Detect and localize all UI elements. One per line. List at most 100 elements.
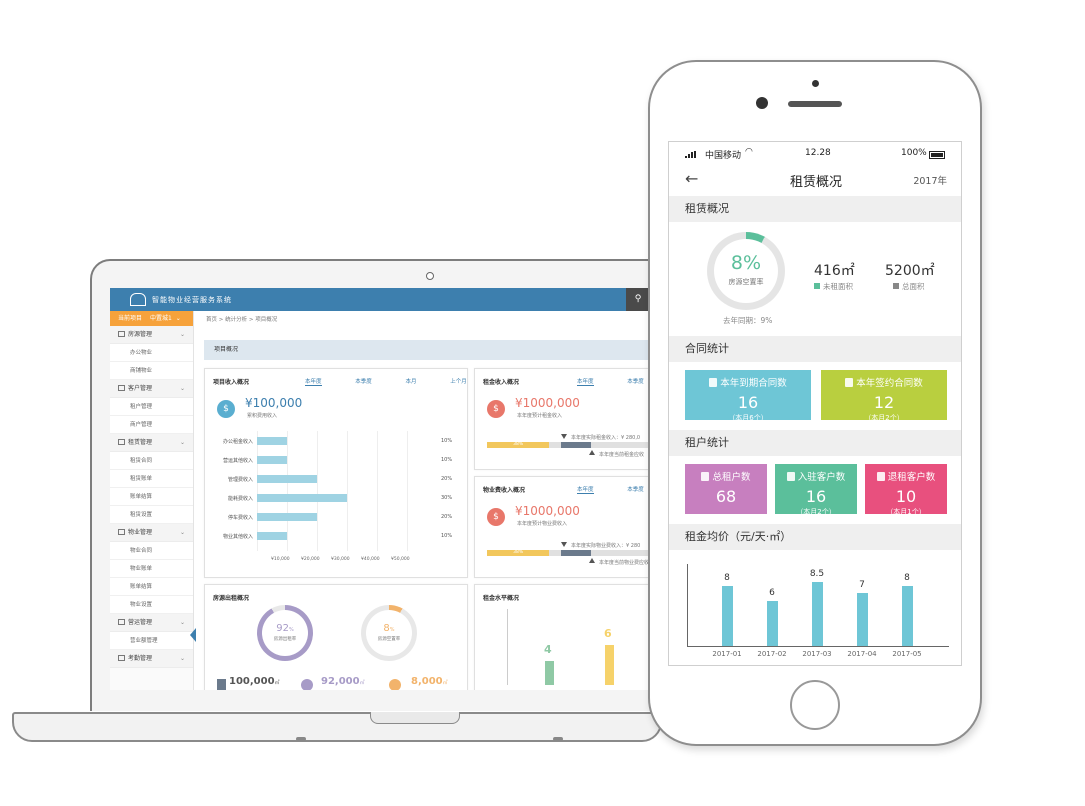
sidebar-group-label: 营运管理 <box>128 619 153 626</box>
sidebar-item[interactable]: 物业账单 <box>110 560 193 578</box>
x-tick-label: ¥10,000 <box>271 557 290 562</box>
signed-contracts-value: 12 <box>873 393 895 412</box>
dollar-coin-icon: $ <box>217 400 235 418</box>
sidebar-group-label: 物业管理 <box>128 529 153 536</box>
rent-level-value-2: 6 <box>604 627 612 640</box>
vacancy-title: 房源出租概况 <box>213 595 250 602</box>
moved-out-tile[interactable]: 退租客户数 10 （本月1个） <box>865 464 947 516</box>
x-tick-label: ¥50,000 <box>391 557 410 562</box>
sidebar-item[interactable]: 租户管理 <box>110 398 193 416</box>
sidebar-group[interactable]: 房源管理 ⌄ <box>110 326 193 344</box>
sidebar-group[interactable]: 考勤管理 ⌄ <box>110 650 193 668</box>
signal-icon <box>685 151 699 158</box>
income-bar <box>257 532 287 540</box>
rent-income-card: 租金收入概况 本年度 本季度 $ ¥1000,000 本年度预计租金收入 本年度… <box>474 368 650 470</box>
lease-section-title: 租赁概况 <box>669 196 961 222</box>
sidebar-item[interactable]: 租赁设置 <box>110 506 193 524</box>
total-tenants-tile[interactable]: 总租户数 68 <box>685 464 767 514</box>
tab-last-month[interactable]: 上个月 <box>450 379 467 385</box>
document-icon <box>709 378 718 387</box>
tab-year[interactable]: 本年度 <box>305 379 322 386</box>
sidebar-group[interactable]: 租赁管理 ⌄ <box>110 434 193 452</box>
moved-in-tile[interactable]: 入驻客户数 16 （本月2个） <box>775 464 857 516</box>
income-card: 项目收入概况 本年度 本季度 本月 上个月 $ ¥100,000 累积费用收入 … <box>204 368 468 578</box>
chevron-down-icon: ⌄ <box>179 529 185 536</box>
laptop-screen: 智能物业经营服务系统 ⚲ 当前项目 中置城1 ⌄ 房源管理 ⌄ 办公物业 商铺物业 客户… <box>110 288 650 690</box>
phone-camera <box>756 97 768 109</box>
rent-income-amount: ¥1000,000 <box>515 396 580 410</box>
status-bar: 中国移动 ◠ 12.28 100% <box>669 142 961 166</box>
project-value: 中置城1 <box>149 315 172 322</box>
project-label: 当前项目 <box>118 315 143 322</box>
property-income-amount: ¥1000,000 <box>515 504 580 518</box>
tab-year[interactable]: 本年度 <box>577 487 594 494</box>
sidebar-group[interactable]: 物业管理 ⌄ <box>110 524 193 542</box>
phone-screen: 中国移动 ◠ 12.28 100% ← 租赁概况 2017年 租赁概况 8% 房… <box>668 141 962 666</box>
sidebar-item[interactable]: 租赁账单 <box>110 470 193 488</box>
chart-bar <box>721 585 733 646</box>
laptop-base <box>12 712 662 742</box>
sidebar-item[interactable]: 物业设置 <box>110 596 193 614</box>
pie-icon <box>301 679 313 690</box>
sidebar-group-label: 租赁管理 <box>128 439 153 446</box>
bar-percent-label: 10% <box>441 533 453 539</box>
rent-income-note: 本年度预计租金收入 <box>517 413 563 419</box>
rent-level-bar-1 <box>545 661 554 685</box>
grid-line <box>347 431 348 551</box>
income-title: 项目收入概况 <box>213 379 250 386</box>
bar-category-label: 营运其他收入 <box>222 458 253 464</box>
sidebar-group-label: 房源管理 <box>128 331 153 338</box>
sidebar: 当前项目 中置城1 ⌄ 房源管理 ⌄ 办公物业 商铺物业 客户管理 ⌄ 租户管理 商户管理 租赁… <box>110 311 194 690</box>
signed-contracts-tile[interactable]: 本年签约合同数 12 （本月2个） <box>821 370 947 422</box>
year-selector[interactable]: 2017年 <box>913 176 947 187</box>
chart-x-tick: 2017-01 <box>712 650 742 658</box>
vacant-rate-label: 房源空置率 <box>377 637 401 642</box>
dollar-coin-icon: $ <box>487 508 505 526</box>
moved-in-value: 16 <box>805 487 827 506</box>
sidebar-item[interactable]: 商户管理 <box>110 416 193 434</box>
dollar-coin-icon: $ <box>487 400 505 418</box>
people-icon <box>876 472 885 481</box>
sidebar-group[interactable]: 营运管理 ⌄ <box>110 614 193 632</box>
legend-square-icon <box>814 283 820 289</box>
unleased-legend: 未租面积 <box>814 281 853 292</box>
grid-line <box>407 431 408 551</box>
expiring-contracts-tile[interactable]: 本年到期合同数 16 （本月6个） <box>685 370 811 422</box>
vacancy-ring: 8% 房源空置率 <box>707 232 785 310</box>
sidebar-item[interactable]: 营业额管理 <box>110 632 193 650</box>
income-bar <box>257 456 287 464</box>
rent-rate-value: 92 <box>276 623 289 634</box>
grid-line <box>377 431 378 551</box>
sidebar-item[interactable]: 账单结算 <box>110 488 193 506</box>
back-arrow-icon[interactable]: ← <box>685 169 699 188</box>
vacancy-percent: 8% <box>730 252 762 274</box>
chart-bar <box>766 600 778 646</box>
phone-speaker <box>788 101 842 107</box>
tab-month[interactable]: 本月 <box>405 379 417 385</box>
tab-quarter[interactable]: 本季度 <box>627 487 644 493</box>
user-icon[interactable]: ⚲ <box>626 288 650 311</box>
sidebar-item[interactable]: 商铺物业 <box>110 362 193 380</box>
rent-level-title: 租金水平概况 <box>483 595 520 602</box>
sidebar-item[interactable]: 租赁合同 <box>110 452 193 470</box>
property-progress-due <box>561 550 591 556</box>
tab-quarter[interactable]: 本季度 <box>627 379 644 385</box>
building-icon <box>217 679 226 690</box>
tab-year[interactable]: 本年度 <box>577 379 594 386</box>
chevron-down-icon: ⌄ <box>179 385 185 392</box>
sidebar-item[interactable]: 办公物业 <box>110 344 193 362</box>
sidebar-collapse-handle[interactable] <box>190 628 196 642</box>
laptop-foot <box>296 737 306 741</box>
menu-group-icon <box>118 619 125 625</box>
app-title: 智能物业经营服务系统 <box>152 296 232 304</box>
breadcrumb: 首页 > 统计分析 > 项目概况 <box>206 317 278 323</box>
home-button[interactable] <box>790 680 840 730</box>
tab-quarter[interactable]: 本季度 <box>355 379 372 385</box>
chart-bar <box>901 585 913 646</box>
sidebar-item[interactable]: 账单结算 <box>110 578 193 596</box>
page-title: 租赁概况 <box>789 175 842 190</box>
sidebar-item[interactable]: 物业合同 <box>110 542 193 560</box>
vacant-rate-value: 8 <box>383 623 390 634</box>
sidebar-group[interactable]: 客户管理 ⌄ <box>110 380 193 398</box>
project-select[interactable]: 当前项目 中置城1 ⌄ <box>110 311 193 326</box>
